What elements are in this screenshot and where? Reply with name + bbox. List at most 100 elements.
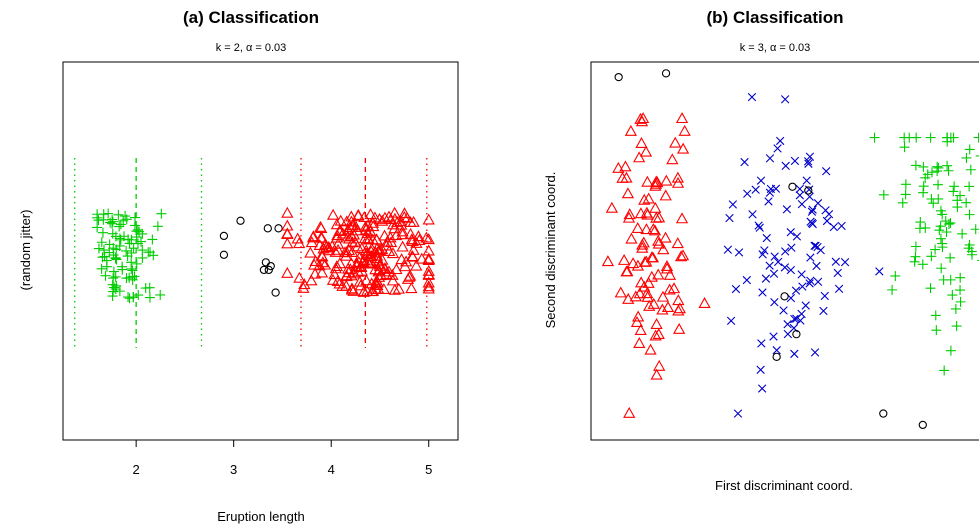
point-a-0-85 (133, 290, 144, 301)
point-b-0-15 (660, 262, 674, 274)
point-b-0-64 (635, 137, 648, 149)
point-a-2-30 (392, 282, 405, 294)
point-b-0-83 (663, 268, 677, 280)
point-b-1-84 (773, 144, 782, 153)
point-b-0-73 (623, 406, 636, 418)
point-b-0-29 (671, 171, 685, 183)
point-b-2-7 (899, 142, 910, 153)
point-b-1-74 (801, 301, 810, 310)
point-b-0-6 (661, 301, 675, 313)
point-a-1-4 (274, 224, 283, 233)
point-b-0-98 (663, 283, 676, 295)
point-b-2-15 (950, 303, 961, 314)
point-a-2-178 (363, 257, 376, 269)
point-a-2-201 (345, 210, 358, 222)
point-b-1-58 (783, 320, 792, 329)
point-b-1-15 (810, 241, 819, 251)
panel-a-y-label: (random jitter) (18, 210, 33, 291)
point-b-0-72 (636, 241, 649, 253)
point-b-0-71 (652, 237, 665, 249)
point-a-2-220 (380, 239, 393, 251)
point-a-2-69 (422, 280, 435, 292)
point-a-2-87 (422, 233, 435, 245)
point-a-2-18 (410, 236, 423, 248)
panel-b-x-label: First discriminant coord. (715, 478, 853, 493)
point-b-3-3 (804, 186, 813, 195)
point-a-2-229 (316, 256, 329, 268)
point-a-2-215 (328, 268, 341, 280)
point-a-2-181 (413, 234, 426, 246)
point-b-1-94 (822, 216, 832, 226)
point-b-2-10 (910, 251, 921, 262)
point-b-0-53 (652, 234, 665, 246)
point-b-1-31 (833, 268, 842, 278)
point-b-0-49 (614, 286, 627, 298)
point-a-2-168 (422, 264, 435, 276)
point-a-2-185 (352, 208, 365, 220)
point-a-2-111 (297, 281, 310, 293)
point-b-1-19 (764, 197, 773, 206)
point-a-2-171 (378, 229, 391, 241)
point-a-2-217 (365, 245, 378, 257)
point-b-2-70 (940, 216, 951, 227)
point-b-2-22 (931, 325, 942, 336)
point-b-0-67 (605, 201, 619, 213)
point-b-2-61 (948, 186, 959, 197)
point-b-1-82 (765, 188, 775, 197)
point-b-2-72 (937, 242, 948, 253)
point-b-0-85 (631, 221, 644, 233)
point-a-2-104 (366, 216, 380, 228)
point-b-0-14 (672, 322, 686, 334)
point-a-2-144 (375, 243, 389, 255)
point-b-0-75 (629, 290, 642, 302)
point-a-0-90 (121, 214, 132, 225)
point-b-3-6 (772, 352, 781, 361)
point-b-0-48 (616, 171, 629, 183)
point-a-2-189 (350, 224, 364, 236)
point-a-2-154 (353, 251, 366, 263)
point-b-2-80 (941, 226, 952, 237)
point-a-2-204 (306, 231, 320, 243)
point-b-2-54 (957, 228, 968, 239)
panel-a-title: (a) Classification (183, 8, 319, 27)
point-b-0-5 (650, 368, 663, 380)
point-a-2-42 (396, 225, 409, 237)
point-b-2-1 (935, 233, 946, 244)
point-b-0-63 (622, 292, 635, 304)
point-a-1-5 (261, 258, 271, 267)
point-b-0-19 (653, 359, 666, 371)
point-a-0-71 (117, 261, 128, 272)
point-a-2-137 (422, 244, 435, 256)
point-b-0-20 (666, 153, 679, 165)
point-b-2-43 (878, 189, 889, 200)
point-b-3-0 (614, 72, 623, 82)
point-b-1-87 (780, 263, 790, 272)
point-a-0-79 (111, 254, 122, 265)
point-b-2-77 (918, 187, 929, 198)
point-a-1-0 (219, 231, 229, 241)
point-a-2-213 (404, 227, 417, 239)
point-b-1-90 (779, 306, 788, 315)
point-a-2-34 (281, 228, 294, 240)
point-a-2-184 (386, 268, 399, 280)
point-a-2-177 (361, 232, 374, 244)
point-b-1-26 (756, 365, 765, 374)
point-b-1-37 (770, 297, 779, 307)
point-b-3-4 (780, 292, 789, 301)
point-b-2-8 (961, 152, 972, 163)
point-b-2-52 (904, 132, 915, 143)
point-a-2-214 (315, 266, 329, 278)
point-b-0-25 (656, 303, 669, 315)
point-a-2-175 (365, 277, 378, 289)
point-b-0-90 (638, 193, 651, 205)
point-b-0-77 (640, 206, 653, 218)
point-b-1-46 (811, 241, 820, 250)
point-b-1-7 (806, 253, 815, 262)
point-a-1-2 (219, 250, 229, 259)
point-a-2-157 (422, 276, 435, 288)
point-b-0-2 (623, 208, 636, 220)
point-b-1-80 (821, 167, 831, 176)
point-b-2-0 (910, 160, 921, 171)
point-b-1-86 (783, 329, 793, 339)
point-b-2-62 (955, 190, 966, 201)
